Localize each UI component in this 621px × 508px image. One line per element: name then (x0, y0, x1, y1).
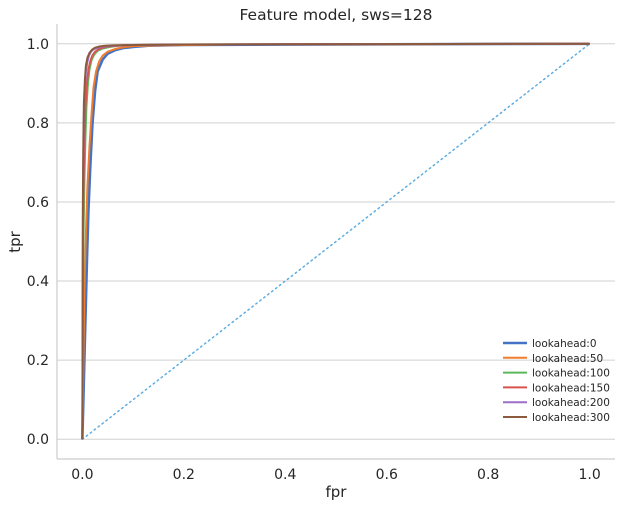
y-axis-label: tpr (6, 230, 24, 252)
legend: lookahead:0 lookahead:50 lookahead:100 look… (503, 338, 610, 424)
legend-label: lookahead:0 (532, 338, 597, 350)
x-tick-label: 0.2 (173, 467, 195, 483)
x-tick-label: 0.0 (71, 467, 93, 483)
y-tick-label: 0.6 (27, 195, 49, 211)
x-tick-label: 0.6 (376, 467, 398, 483)
legend-label: lookahead:200 (532, 397, 610, 409)
legend-label: lookahead:150 (532, 382, 610, 394)
series-line-lookahead-50 (81, 42, 590, 440)
x-tick-label: 1.0 (579, 467, 601, 483)
series-line-lookahead-300 (81, 42, 590, 440)
y-tick-label: 0.0 (27, 432, 49, 448)
y-tick-label: 0.2 (27, 353, 49, 369)
y-tick-label: 0.4 (27, 274, 49, 290)
reference-diagonal-layer (81, 43, 591, 440)
axes (56, 24, 615, 460)
legend-label: lookahead:300 (532, 412, 610, 424)
legend-label: lookahead:50 (532, 353, 603, 365)
x-tick-labels: 0.0 0.2 0.4 0.6 0.8 1.0 (71, 467, 601, 483)
y-tick-labels: 0.0 0.2 0.4 0.6 0.8 1.0 (27, 37, 49, 448)
series-layer (81, 42, 590, 440)
y-tick-label: 1.0 (27, 37, 49, 53)
reference-diagonal-line (81, 43, 591, 440)
chart-title: Feature model, sws=128 (239, 6, 432, 24)
y-tick-label: 0.8 (27, 116, 49, 132)
x-tick-label: 0.4 (274, 467, 296, 483)
legend-label: lookahead:100 (532, 368, 610, 380)
x-axis-label: fpr (326, 483, 348, 501)
x-tick-label: 0.8 (477, 467, 499, 483)
